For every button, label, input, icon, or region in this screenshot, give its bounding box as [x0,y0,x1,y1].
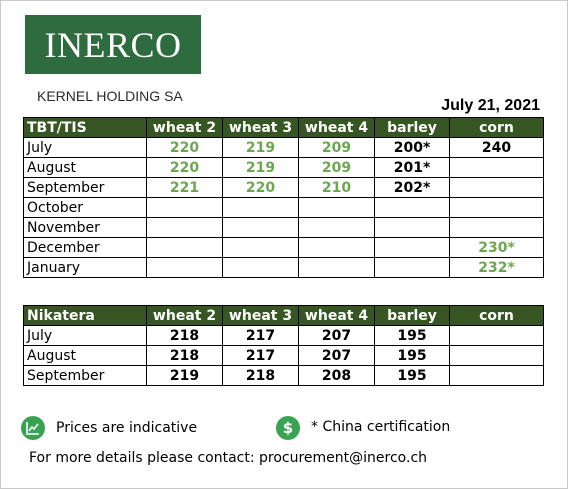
price-cell: 221 [146,177,223,198]
price-cell: 217 [222,345,299,366]
price-cell: 201* [374,157,450,178]
company-name: KERNEL HOLDING SA [37,88,183,104]
column-header: barley [374,117,450,138]
price-cell [298,217,375,238]
note-china-certification: * China certification [311,419,451,435]
price-cell: 240 [449,137,544,158]
table-row: August 220 219 209 201* [23,157,544,178]
price-cell: 220 [146,137,223,158]
price-cell: 218 [146,325,223,346]
price-cell: 209 [298,157,375,178]
month-label: October [23,197,147,218]
price-cell [146,197,223,218]
column-header: corn [449,117,544,138]
price-cell: 219 [146,365,223,386]
price-cell: 200* [374,137,450,158]
price-table-nikatera: Nikatera wheat 2 wheat 3 wheat 4 barley … [23,305,544,386]
price-cell: 232* [449,257,544,278]
report-date: July 21, 2021 [441,97,540,114]
month-label: November [23,217,147,238]
logo-text: INERCO [44,24,182,65]
price-cell [222,197,299,218]
price-cell [449,157,544,178]
price-cell: 219 [222,157,299,178]
price-cell: 219 [222,137,299,158]
month-label: July [23,137,147,158]
price-cell: 207 [298,325,375,346]
table-title: Nikatera [23,305,147,326]
table-title: TBT/TIS [23,117,147,138]
column-header: wheat 4 [298,305,375,326]
table-row: October [23,197,544,218]
table-row: August 218 217 207 195 [23,345,544,366]
price-cell [449,197,544,218]
price-cell: 195 [374,365,450,386]
price-cell [298,197,375,218]
price-cell: 230* [449,237,544,258]
month-label: September [23,365,147,386]
price-cell: 217 [222,325,299,346]
price-cell: 195 [374,325,450,346]
price-cell: 220 [146,157,223,178]
price-cell [146,257,223,278]
column-header: wheat 3 [222,117,299,138]
table-row: July 218 217 207 195 [23,325,544,346]
column-header: wheat 2 [146,305,223,326]
price-cell [298,237,375,258]
column-header: barley [374,305,450,326]
month-label: December [23,237,147,258]
price-cell: 207 [298,345,375,366]
price-cell [374,197,450,218]
price-cell [146,237,223,258]
price-cell [449,345,544,366]
month-label: January [23,257,147,278]
table-row: September 219 218 208 195 [23,365,544,386]
price-cell: 218 [146,345,223,366]
price-table-tbt-tis: TBT/TIS wheat 2 wheat 3 wheat 4 barley c… [23,117,544,278]
table-row: November [23,217,544,238]
month-label: July [23,325,147,346]
price-cell: 195 [374,345,450,366]
price-cell [222,217,299,238]
column-header: corn [449,305,544,326]
dollar-icon: $ [276,416,300,440]
price-cell: 218 [222,365,299,386]
price-cell: 220 [222,177,299,198]
price-cell [374,257,450,278]
month-label: August [23,157,147,178]
column-header: wheat 2 [146,117,223,138]
price-cell [449,325,544,346]
price-cell [449,177,544,198]
price-cell [222,237,299,258]
table-header-row: TBT/TIS wheat 2 wheat 3 wheat 4 barley c… [23,117,544,138]
price-cell: 208 [298,365,375,386]
price-cell: 209 [298,137,375,158]
inerco-logo: INERCO [25,15,201,74]
note-prices-indicative: Prices are indicative [56,420,198,436]
month-label: September [23,177,147,198]
column-header: wheat 3 [222,305,299,326]
table-row: January 232* [23,257,544,278]
price-cell [298,257,375,278]
month-label: August [23,345,147,366]
column-header: wheat 4 [298,117,375,138]
table-row: July 220 219 209 200* 240 [23,137,544,158]
price-cell [374,237,450,258]
price-cell [449,365,544,386]
table-row: December 230* [23,237,544,258]
contact-line: For more details please contact: procure… [29,450,428,466]
price-cell [449,217,544,238]
dollar-symbol: $ [282,419,294,437]
price-cell [374,217,450,238]
chart-trend-icon [21,416,45,440]
price-cell: 202* [374,177,450,198]
price-cell [222,257,299,278]
table-header-row: Nikatera wheat 2 wheat 3 wheat 4 barley … [23,305,544,326]
table-row: September 221 220 210 202* [23,177,544,198]
price-cell [146,217,223,238]
price-cell: 210 [298,177,375,198]
